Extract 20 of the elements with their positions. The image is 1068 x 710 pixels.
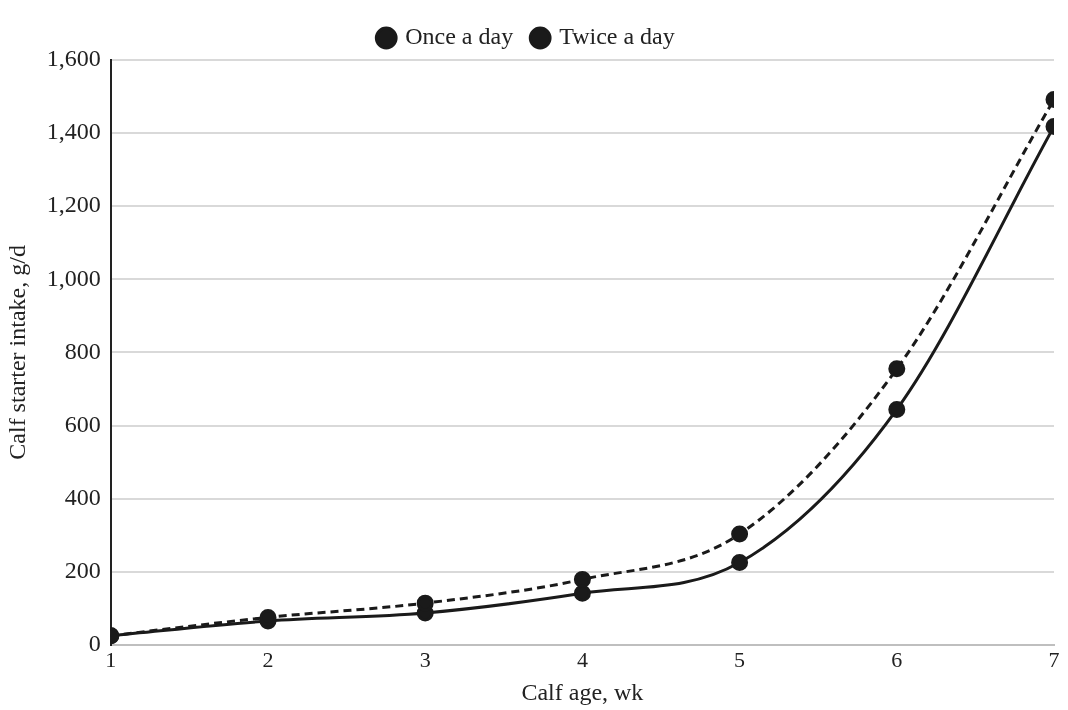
legend-label: Twice a day: [559, 23, 675, 50]
x-tick-label: 6: [891, 646, 903, 672]
y-tick-label: 1,000: [46, 264, 101, 291]
x-tick-label: 1: [105, 646, 117, 672]
y-tick-label: 1,200: [46, 191, 101, 218]
y-tick-label: 200: [64, 557, 101, 583]
y-axis-title: Calf starter intake, g/d: [3, 245, 30, 460]
x-tick-label: 4: [576, 646, 588, 672]
y-tick-label: 600: [64, 410, 101, 437]
y-tick-label: 1,600: [46, 45, 101, 72]
x-tick-label: 2: [262, 646, 274, 672]
x-tick-label: 3: [419, 646, 431, 672]
x-tick-label: 7: [1048, 646, 1060, 672]
x-tick-label: 5: [734, 646, 746, 672]
y-tick-label: 800: [64, 337, 101, 364]
legend-label: Once a day: [405, 23, 514, 50]
y-tick-label: 1,400: [46, 118, 101, 145]
y-tick-label: 400: [64, 483, 101, 510]
y-tick-label: 0: [88, 630, 101, 657]
x-axis-title: Calf age, wk: [521, 678, 644, 705]
